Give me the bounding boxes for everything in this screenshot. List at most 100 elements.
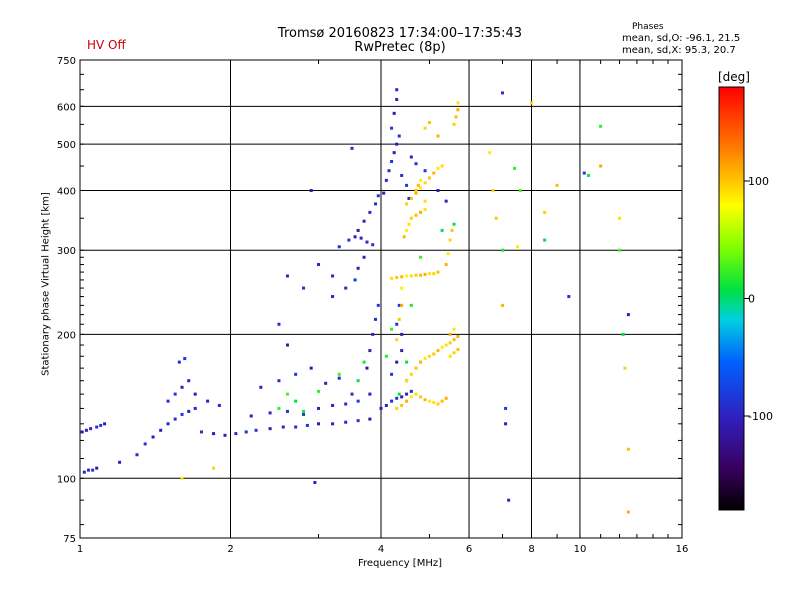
data-point: [436, 134, 440, 138]
data-point: [436, 270, 440, 274]
data-point: [427, 399, 431, 403]
colorbar-tick-label: 0: [748, 293, 755, 306]
data-point: [405, 360, 409, 364]
data-point: [249, 414, 253, 418]
data-point: [504, 406, 508, 410]
data-point: [376, 194, 380, 198]
data-point: [368, 417, 372, 421]
data-point: [397, 303, 401, 307]
data-point: [432, 352, 436, 356]
data-point: [555, 183, 559, 187]
data-point: [567, 295, 571, 299]
data-point: [452, 351, 456, 355]
data-point: [395, 360, 399, 364]
data-point: [405, 392, 409, 396]
data-point: [331, 422, 335, 426]
data-point: [419, 210, 423, 214]
data-point: [448, 238, 452, 242]
data-point: [89, 427, 93, 431]
data-point: [432, 272, 436, 276]
data-point: [193, 392, 197, 396]
data-point: [151, 435, 155, 439]
data-point: [515, 245, 519, 249]
data-point: [618, 216, 622, 220]
data-point: [347, 238, 351, 242]
data-point: [491, 188, 495, 192]
data-point: [456, 108, 460, 112]
data-point: [313, 480, 317, 484]
data-point: [405, 379, 409, 383]
data-point: [395, 338, 399, 342]
data-point: [419, 273, 423, 277]
data-point: [177, 360, 181, 364]
colorbar-tick-label: 100: [748, 175, 769, 188]
data-point: [440, 228, 444, 232]
data-point: [95, 425, 99, 429]
data-point: [365, 240, 369, 244]
data-point: [317, 389, 321, 393]
data-point: [409, 372, 413, 376]
data-point: [436, 188, 440, 192]
data-point: [350, 146, 354, 150]
data-point: [395, 88, 399, 92]
data-point: [337, 376, 341, 380]
data-point: [456, 347, 460, 351]
data-point: [436, 402, 440, 406]
data-point: [543, 210, 547, 214]
colorbar-unit-label: [deg]: [718, 70, 750, 84]
data-point: [405, 183, 409, 187]
phases-title: Phases: [632, 22, 664, 32]
data-point: [501, 91, 505, 95]
data-point: [350, 392, 354, 396]
phases-x-stats: mean, sd,X: 95.3, 20.7: [622, 45, 736, 56]
data-point: [423, 398, 427, 402]
x-tick-label: 1: [77, 544, 83, 555]
data-point: [400, 395, 404, 399]
data-points: [80, 88, 630, 514]
data-point: [87, 468, 91, 472]
data-point: [414, 366, 418, 370]
data-point: [414, 191, 418, 195]
chart-title: Tromsø 20160823 17:34:00–17:35:43: [277, 26, 523, 41]
data-point: [143, 442, 147, 446]
data-point: [397, 317, 401, 321]
data-point: [80, 430, 84, 434]
data-point: [371, 243, 375, 247]
data-point: [400, 332, 404, 336]
data-point: [302, 286, 306, 290]
data-point: [423, 208, 427, 212]
data-point: [294, 399, 298, 403]
data-point: [356, 419, 360, 423]
data-point: [518, 188, 522, 192]
data-point: [414, 392, 418, 396]
data-point: [409, 155, 413, 159]
data-point: [395, 406, 399, 410]
x-tick-label: 16: [676, 544, 689, 555]
x-tick-label: 2: [227, 544, 233, 555]
data-point: [543, 238, 547, 242]
hv-status-label: HV Off: [87, 38, 126, 52]
data-point: [452, 122, 456, 126]
data-point: [285, 409, 289, 413]
data-point: [183, 357, 187, 361]
data-point: [419, 255, 423, 259]
data-point: [405, 399, 409, 403]
data-point: [268, 411, 272, 415]
data-point: [384, 403, 388, 407]
data-point: [400, 349, 404, 353]
data-point: [432, 401, 436, 405]
y-tick-label: 400: [57, 186, 76, 197]
data-point: [501, 303, 505, 307]
data-point: [244, 430, 248, 434]
data-point: [362, 255, 366, 259]
data-point: [379, 406, 383, 410]
data-point: [440, 399, 444, 403]
data-point: [414, 188, 418, 192]
data-point: [423, 272, 427, 276]
y-tick-label: 750: [57, 56, 76, 67]
data-point: [395, 142, 399, 146]
data-point: [395, 276, 399, 280]
data-point: [317, 406, 321, 410]
data-point: [254, 428, 258, 432]
data-point: [365, 366, 369, 370]
